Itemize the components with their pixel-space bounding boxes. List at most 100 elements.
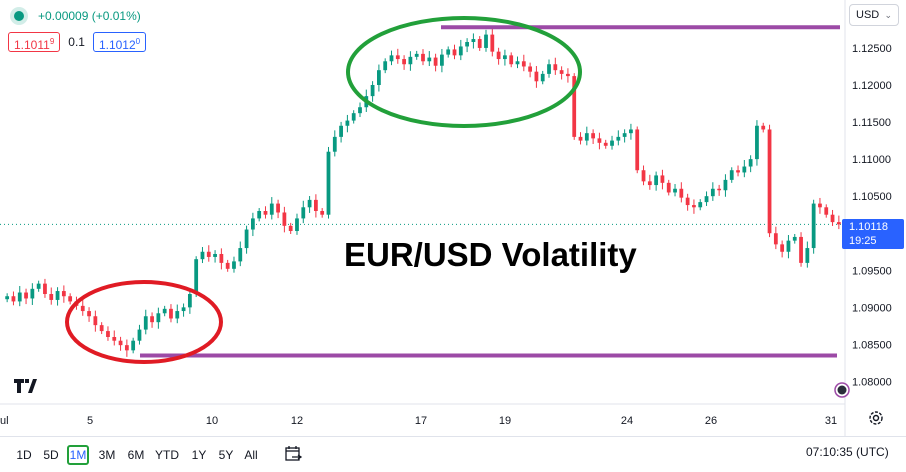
candle-body <box>717 188 722 191</box>
candle-body <box>830 214 835 223</box>
candle-body <box>93 316 98 326</box>
candle-body <box>55 291 60 300</box>
candle-body <box>673 188 677 193</box>
candle-body <box>5 296 10 300</box>
candle-body <box>660 175 665 183</box>
price-tick-label: 1.10500 <box>852 191 892 203</box>
candle-body <box>641 170 646 182</box>
candle-body <box>528 66 533 72</box>
change-indicator: +0.00009 (+0.01%) <box>8 6 141 26</box>
sell-button[interactable]: 1.10119 <box>8 32 61 52</box>
candle-body <box>584 133 589 141</box>
candle-body <box>87 311 91 317</box>
candle-body <box>389 55 394 62</box>
candle-body <box>219 253 224 263</box>
range-button-6m[interactable]: 6M <box>127 448 145 462</box>
candle-body <box>320 211 325 215</box>
currency-selector[interactable]: USD ⌄ <box>849 4 899 26</box>
high-range-ellipse[interactable] <box>346 16 582 128</box>
candle-body <box>811 203 816 249</box>
candle-body <box>622 133 627 137</box>
candle-body <box>452 49 457 56</box>
utc-clock[interactable]: 07:10:35 (UTC) <box>806 445 889 459</box>
candle-body <box>729 170 734 180</box>
tradingview-logo-icon[interactable] <box>14 378 44 399</box>
quote-row: 1.10119 0.1 1.10120 <box>8 31 147 53</box>
candle-body <box>169 308 173 319</box>
candle-body <box>433 57 438 66</box>
candle-body <box>106 331 110 337</box>
last-price: 1.10118 <box>849 221 888 233</box>
candle-body <box>666 182 671 193</box>
buy-price-sup: 0 <box>135 37 141 46</box>
candle-body <box>465 42 469 47</box>
range-button-1m[interactable]: 1M <box>67 445 89 465</box>
candle-body <box>276 203 280 213</box>
range-button-all[interactable]: All <box>244 448 258 462</box>
candle-body <box>503 55 507 60</box>
candle-body <box>679 188 684 198</box>
candle-body <box>326 151 331 215</box>
candle-body <box>351 113 356 121</box>
candle-body <box>704 196 709 203</box>
candle-body <box>332 136 337 152</box>
buy-button[interactable]: 1.10120 <box>92 32 147 52</box>
time-tick-label: 17 <box>415 415 427 427</box>
range-button-5d[interactable]: 5D <box>43 448 59 462</box>
range-button-ytd[interactable]: YTD <box>155 448 179 462</box>
candle-body <box>521 61 526 67</box>
candle-body <box>24 292 28 299</box>
low-range-ellipse[interactable] <box>65 280 223 364</box>
time-tick-label: ul <box>0 415 9 427</box>
annotation-layer[interactable] <box>65 16 840 364</box>
chevron-down-icon: ⌄ <box>884 9 892 20</box>
candle-body <box>313 199 318 211</box>
candle-body <box>118 340 123 346</box>
candle-body <box>414 53 419 57</box>
candle-body <box>515 61 520 65</box>
candle-body <box>225 262 230 269</box>
price-tick-label: 1.08000 <box>852 376 892 388</box>
buy-price: 1.1012 <box>98 38 136 52</box>
price-axis: 1.125001.120001.115001.110001.105001.100… <box>852 43 892 389</box>
candle-body <box>131 340 136 351</box>
candle-body <box>408 56 413 65</box>
price-chart[interactable]: 1.125001.120001.115001.110001.105001.100… <box>0 0 906 436</box>
candle-body <box>175 311 180 319</box>
price-tick-label: 1.12000 <box>852 80 892 92</box>
candle-body <box>49 294 54 300</box>
calendar-arrows-icon[interactable] <box>283 445 303 465</box>
range-button-1d[interactable]: 1D <box>16 448 32 462</box>
candle-body <box>591 133 596 139</box>
range-button-1y[interactable]: 1Y <box>191 448 207 462</box>
candle-body <box>597 138 602 143</box>
change-text: +0.00009 (+0.01%) <box>38 9 141 23</box>
gear-icon[interactable] <box>866 408 886 428</box>
candle-body <box>603 142 608 146</box>
candle-body <box>578 136 583 141</box>
goto-realtime-icon[interactable] <box>834 382 850 398</box>
last-price-badge: 1.10118 19:25 <box>842 219 904 249</box>
candle-body <box>742 166 747 173</box>
sell-price-sup: 9 <box>49 37 55 46</box>
candle-body <box>36 283 41 289</box>
candle-body <box>710 188 715 197</box>
chart-title: EUR/USD Volatility <box>344 236 637 273</box>
range-button-5y[interactable]: 5Y <box>218 448 234 462</box>
candle-body <box>540 73 545 82</box>
range-button-3m[interactable]: 3M <box>98 448 116 462</box>
bottom-toolbar: 1D 5D 1M 3M 6M YTD 1Y 5Y All 07:10:35 (UTC) <box>0 436 906 472</box>
candle-body <box>610 140 614 146</box>
candle-body <box>792 236 797 241</box>
candle-body <box>496 51 501 60</box>
live-dot-icon <box>14 11 24 21</box>
time-tick-label: 24 <box>621 415 633 427</box>
candle-body <box>232 261 236 269</box>
price-tick-label: 1.09500 <box>852 265 892 277</box>
price-tick-label: 1.11500 <box>852 117 891 129</box>
candle-body <box>805 248 810 263</box>
candle-body <box>490 34 495 52</box>
candle-body <box>238 248 243 262</box>
candle-body <box>263 211 268 215</box>
candle-body <box>200 251 205 260</box>
